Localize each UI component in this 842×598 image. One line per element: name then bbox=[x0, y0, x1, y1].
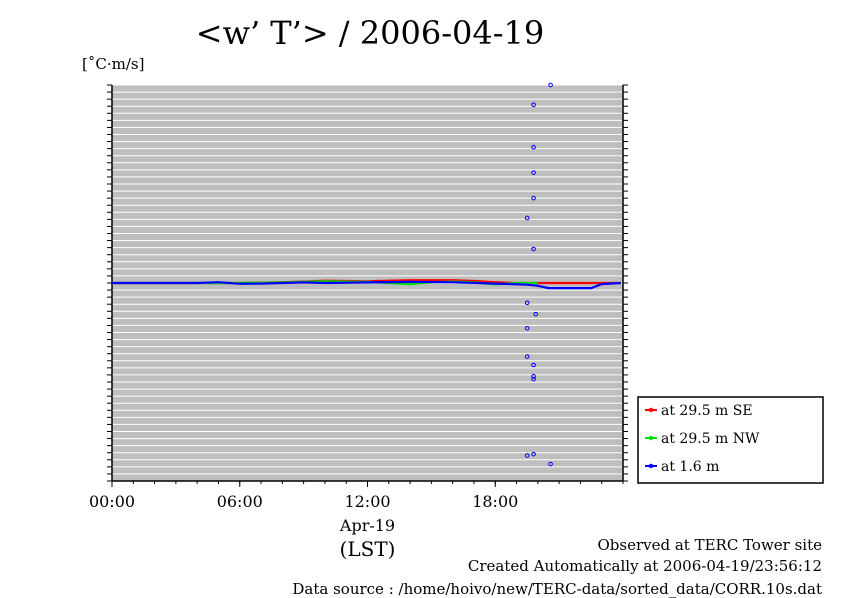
legend-box bbox=[637, 396, 824, 484]
outlier-point bbox=[531, 170, 536, 175]
outlier-point bbox=[524, 300, 530, 306]
outlier-point bbox=[548, 461, 553, 467]
footer-created-time: Created Automatically at 2006-04-19/23:5… bbox=[467, 557, 822, 575]
outlier-point bbox=[531, 102, 536, 108]
x-axis-sublabel: (LST) bbox=[340, 537, 396, 561]
legend-marker bbox=[648, 407, 654, 413]
y-axis-unit-label: [˚C·m/s] bbox=[82, 55, 145, 73]
outlier-point bbox=[548, 82, 553, 88]
x-axis-label: Apr-19 bbox=[339, 516, 395, 535]
footer-data-source: Data source : /home/hoivo/new/TERC-data/… bbox=[292, 580, 822, 598]
x-tick-label: 06:00 bbox=[217, 492, 263, 511]
footer-observed-site: Observed at TERC Tower site bbox=[597, 536, 822, 554]
outlier-point bbox=[533, 311, 539, 317]
legend-marker bbox=[648, 463, 654, 469]
legend: at 29.5 m SE at 29.5 m NW at 1.6 m bbox=[637, 396, 824, 484]
legend-label: at 1.6 m bbox=[661, 459, 719, 475]
outlier-point bbox=[531, 246, 536, 252]
legend-label: at 29.5 m NW bbox=[661, 431, 760, 447]
chart-title: <w’ T’> / 2006-04-19 bbox=[195, 14, 545, 52]
outlier-point bbox=[531, 451, 536, 457]
series-line bbox=[112, 280, 621, 290]
outlier-point bbox=[531, 144, 536, 150]
outlier-point bbox=[524, 354, 530, 359]
x-tick-label: 18:00 bbox=[472, 492, 518, 511]
plot-group: 00:00 06:00 12:00 18:00 Apr-19 (LST) bbox=[89, 82, 628, 561]
x-tick-label: 00:00 bbox=[89, 492, 135, 511]
legend-marker bbox=[648, 435, 654, 441]
outlier-point bbox=[531, 362, 536, 368]
outlier-point bbox=[524, 215, 530, 221]
x-tick-label: 12:00 bbox=[344, 492, 390, 511]
outlier-point bbox=[524, 453, 530, 458]
outlier-point bbox=[531, 195, 536, 201]
legend-label: at 29.5 m SE bbox=[661, 403, 753, 419]
outlier-point bbox=[531, 374, 536, 379]
outlier-point bbox=[524, 325, 530, 331]
outlier-point bbox=[531, 376, 536, 382]
